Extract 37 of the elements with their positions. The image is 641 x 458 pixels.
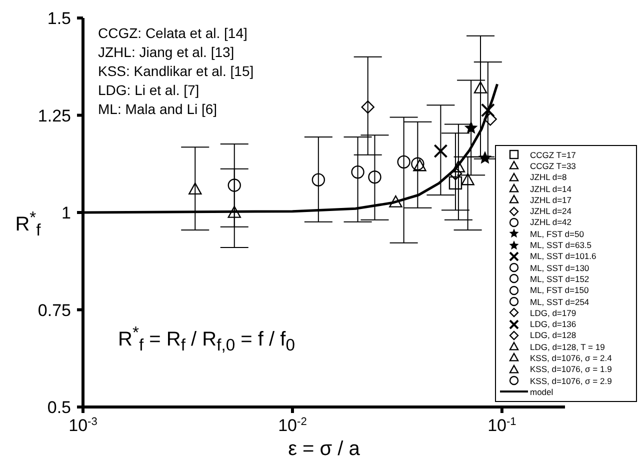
legend-label: LDG, d=136 [530,319,576,330]
legend-label: KSS, d=1076, σ = 1.9 [530,364,612,374]
legend-label: LDG, d=128, T = 19 [530,342,605,352]
annotation: ML: Mala and Li [6] [98,100,218,119]
y-tick-label: 0.75 [38,300,71,320]
annotation: KSS: Kandlikar et al. [15] [98,62,254,81]
legend-label: JZHL d=8 [530,172,567,182]
legend-label: CCGZ T=33 [530,160,576,171]
legend-label: JZHL d=17 [530,194,572,205]
legend-label: LDG, d=128 [530,330,576,340]
legend-label: JZHL d=14 [530,184,572,194]
x-axis-title: ε = σ / a [288,438,361,458]
text: R$^{*}$$_{f}$ = R$_{f}$ / R$_{f,0}$ = f / f$_{0}$ [118,323,295,355]
y-tick-label: 1.25 [38,106,71,126]
legend-label: ML, SST d=254 [530,296,590,306]
legend-label: JZHL d=24 [530,206,572,216]
legend-label: CCGZ T=17 [530,150,576,160]
legend-label: KSS, d=1076, σ = 2.9 [530,376,612,386]
legend-label: LDG, d=179 [530,308,576,318]
annotation: LDG: Li et al. [7] [98,81,200,100]
legend-label: JZHL d=42 [530,217,572,228]
legend-label: ML, SST d=63.5 [530,240,592,250]
legend-label: ML, SST d=101.6 [530,251,596,262]
legend-label: ML, FST d=50 [530,228,584,239]
legend-label: ML, SST d=130 [530,262,590,273]
legend-label: KSS, d=1076, σ = 2.4 [530,352,612,363]
x-tick-label: 10$^{-1}$ [488,416,516,435]
x-tick-label: 10$^{-2}$ [278,416,307,435]
legend-label: ML, FST d=150 [530,285,589,296]
legend-label: ML, SST d=152 [530,274,590,284]
annotation: CCGZ: Celata et al. [14] [98,24,248,43]
y-tick-label: 1.5 [47,9,71,28]
legend-label: model [530,386,554,397]
y-tick-label: 1 [62,204,71,222]
x-tick-label: 10$^{-3}$ [68,416,98,435]
annotation: JZHL: Jiang et al. [13] [98,43,236,62]
y-tick-label: 0.5 [47,398,71,417]
